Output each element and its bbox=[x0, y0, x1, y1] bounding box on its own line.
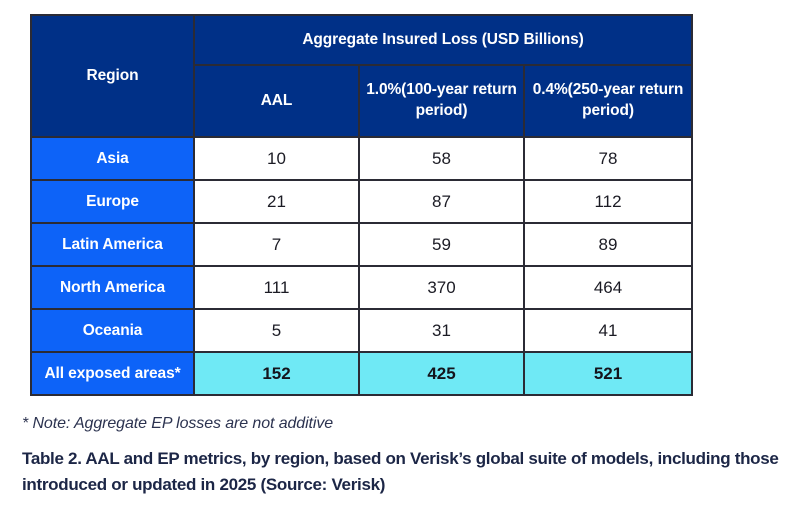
value-cell: 152 bbox=[193, 351, 360, 396]
value-cell: 10 bbox=[193, 136, 360, 181]
region-cell: Oceania bbox=[30, 308, 195, 353]
column-header-row: AAL 1.0%(100-year return period) 0.4%(25… bbox=[31, 64, 693, 138]
column-header-100yr: 1.0%(100-year return period) bbox=[358, 64, 525, 138]
table-row-asia: Asia 10 58 78 bbox=[30, 136, 693, 181]
value-cell: 78 bbox=[523, 136, 693, 181]
value-cell: 87 bbox=[358, 179, 525, 224]
table-row-oceania: Oceania 5 31 41 bbox=[30, 308, 693, 353]
page: { "chart_data": { "type": "table", "titl… bbox=[0, 14, 811, 532]
table-row-all-exposed-areas: All exposed areas* 152 425 521 bbox=[30, 351, 693, 396]
table-caption: Table 2. AAL and EP metrics, by region, … bbox=[22, 449, 779, 495]
table-row-latin-america: Latin America 7 59 89 bbox=[30, 222, 693, 267]
value-cell: 370 bbox=[358, 265, 525, 310]
value-cell: 31 bbox=[358, 308, 525, 353]
table-row-europe: Europe 21 87 112 bbox=[30, 179, 693, 224]
value-cell: 41 bbox=[523, 308, 693, 353]
region-cell: Asia bbox=[30, 136, 195, 181]
region-cell: All exposed areas* bbox=[30, 351, 195, 396]
value-cell: 21 bbox=[193, 179, 360, 224]
group-header-row: Region Aggregate Insured Loss (USD Billi… bbox=[30, 14, 693, 138]
region-column-header: Region bbox=[30, 14, 195, 138]
region-cell: Europe bbox=[30, 179, 195, 224]
table-note: * Note: Aggregate EP losses are not addi… bbox=[22, 415, 334, 432]
table-row-north-america: North America 111 370 464 bbox=[30, 265, 693, 310]
region-cell: North America bbox=[30, 265, 195, 310]
value-cell: 59 bbox=[358, 222, 525, 267]
value-cell: 112 bbox=[523, 179, 693, 224]
value-cell: 5 bbox=[193, 308, 360, 353]
value-cell: 111 bbox=[193, 265, 360, 310]
aal-ep-metrics-table: Region Aggregate Insured Loss (USD Billi… bbox=[30, 14, 693, 396]
region-cell: Latin America bbox=[30, 222, 195, 267]
group-header: Aggregate Insured Loss (USD Billions) bbox=[193, 14, 693, 66]
column-header-aal: AAL bbox=[193, 64, 360, 138]
value-cell: 425 bbox=[358, 351, 525, 396]
value-cell: 89 bbox=[523, 222, 693, 267]
value-cell: 464 bbox=[523, 265, 693, 310]
column-header-250yr: 0.4%(250-year return period) bbox=[523, 64, 693, 138]
table-figure: Region Aggregate Insured Loss (USD Billi… bbox=[0, 14, 811, 532]
value-cell: 58 bbox=[358, 136, 525, 181]
value-cell: 521 bbox=[523, 351, 693, 396]
value-cell: 7 bbox=[193, 222, 360, 267]
